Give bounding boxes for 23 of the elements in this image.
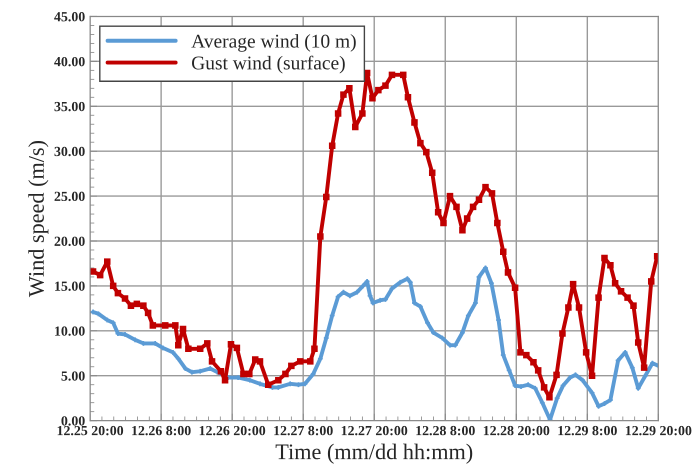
y-tick-label: 5.00 <box>61 371 85 381</box>
legend-label: Gust wind (surface) <box>192 56 345 74</box>
x-tick-label: 12.27 8:00 <box>274 426 333 436</box>
y-tick-label: 40.00 <box>54 56 85 66</box>
x-tick-label: 12.28 20:00 <box>484 426 550 436</box>
y-tick-label: 45.00 <box>54 12 85 22</box>
y-axis-title: Wind speed (m/s) <box>28 140 48 298</box>
x-tick-label: 12.29 8:00 <box>558 426 617 436</box>
legend-label: Average wind (10 m) <box>191 34 356 52</box>
y-tick-label: 0.00 <box>61 416 85 426</box>
y-tick-label: 20.00 <box>54 236 85 246</box>
x-axis-title: Time (mm/dd hh:mm) <box>276 444 472 464</box>
y-tick-label: 10.00 <box>55 326 85 336</box>
y-tick-label: 30.00 <box>54 146 85 156</box>
x-tick-label: 12.26 8:00 <box>132 426 191 436</box>
x-tick-label: 12.29 20:00 <box>626 426 692 436</box>
y-tick-label: 25.00 <box>54 192 85 202</box>
x-tick-label: 12.26 20:00 <box>200 426 266 436</box>
x-tick-label: 12.27 20:00 <box>342 426 408 436</box>
y-tick-label: 35.00 <box>54 102 85 112</box>
y-tick-label: 15.00 <box>55 282 85 291</box>
x-tick-label: 12.28 8:00 <box>416 426 475 436</box>
x-tick-label: 12.25 20:00 <box>58 426 124 436</box>
